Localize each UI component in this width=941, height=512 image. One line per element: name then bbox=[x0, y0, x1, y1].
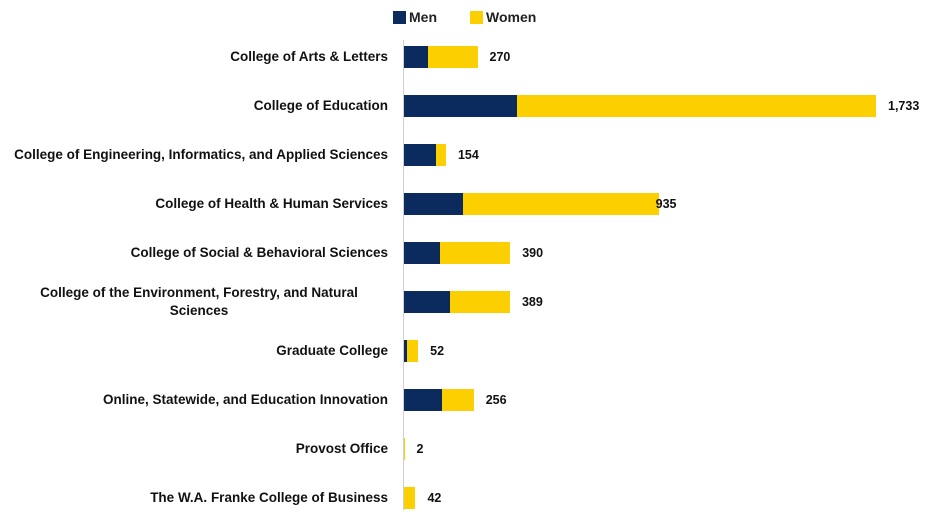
bar-segment bbox=[404, 242, 440, 265]
bar-segment bbox=[404, 487, 416, 510]
legend-entry: Men bbox=[393, 8, 437, 26]
total-label: 52 bbox=[430, 344, 445, 359]
category-label: College of Education bbox=[253, 98, 388, 114]
legend-label: Women bbox=[486, 9, 537, 25]
bar-segment bbox=[463, 193, 659, 216]
category-label-wrap: College of the Environment, Forestry, an… bbox=[10, 284, 388, 320]
category-label-wrap: The W.A. Franke College of Business bbox=[10, 489, 388, 507]
bar-segment bbox=[404, 144, 436, 167]
category-label-wrap: Online, Statewide, and Education Innovat… bbox=[10, 391, 388, 409]
total-label: 389 bbox=[521, 295, 543, 310]
category-label: Provost Office bbox=[295, 441, 388, 457]
total-label: 2 bbox=[416, 442, 424, 457]
legend-entry: Women bbox=[470, 8, 536, 26]
category-label-wrap: College of Arts & Letters bbox=[10, 48, 388, 66]
category-label: College of Health & Human Services bbox=[155, 196, 388, 212]
axis-line bbox=[403, 40, 404, 510]
category-label: College of Engineering, Informatics, and… bbox=[14, 147, 388, 163]
category-label-wrap: College of Education bbox=[10, 97, 388, 115]
bar-segment bbox=[427, 46, 478, 68]
category-label-wrap: Provost Office bbox=[10, 440, 388, 458]
category-label-wrap: Graduate College bbox=[10, 342, 388, 360]
total-label: 154 bbox=[457, 148, 479, 163]
category-label-wrap: College of Health & Human Services bbox=[10, 195, 388, 213]
category-label: College of Social & Behavioral Sciences bbox=[130, 245, 388, 261]
category-label-wrap: College of Engineering, Informatics, and… bbox=[10, 146, 388, 164]
bar-segment bbox=[404, 389, 443, 412]
bar-segment bbox=[517, 95, 876, 118]
total-label: 1,733 bbox=[888, 99, 920, 114]
category-label-wrap: College of Social & Behavioral Sciences bbox=[10, 244, 388, 262]
total-label: 270 bbox=[489, 50, 511, 64]
category-label: College of the Environment, Forestry, an… bbox=[40, 285, 358, 319]
total-label: 256 bbox=[485, 393, 507, 408]
total-label: 42 bbox=[427, 491, 442, 506]
legend-label: Men bbox=[409, 9, 437, 25]
bar-segment bbox=[404, 438, 405, 461]
category-label: Graduate College bbox=[276, 343, 388, 359]
bar-segment bbox=[404, 340, 407, 363]
total-label: 390 bbox=[522, 246, 544, 261]
total-label: 935 bbox=[655, 197, 677, 212]
bar-segment bbox=[404, 291, 451, 314]
bar-segment bbox=[442, 389, 474, 412]
bar-segment bbox=[439, 242, 511, 265]
category-label: College of Arts & Letters bbox=[230, 49, 388, 64]
legend-swatch bbox=[470, 10, 483, 24]
category-label: Online, Statewide, and Education Innovat… bbox=[102, 392, 388, 408]
category-label: The W.A. Franke College of Business bbox=[150, 490, 388, 506]
bar-segment bbox=[406, 340, 419, 363]
bar-segment bbox=[450, 291, 510, 314]
bar-segment bbox=[435, 144, 446, 167]
bar-segment bbox=[404, 193, 464, 216]
bar-segment bbox=[404, 95, 518, 118]
legend-swatch bbox=[393, 10, 406, 24]
bar-segment bbox=[404, 46, 428, 68]
